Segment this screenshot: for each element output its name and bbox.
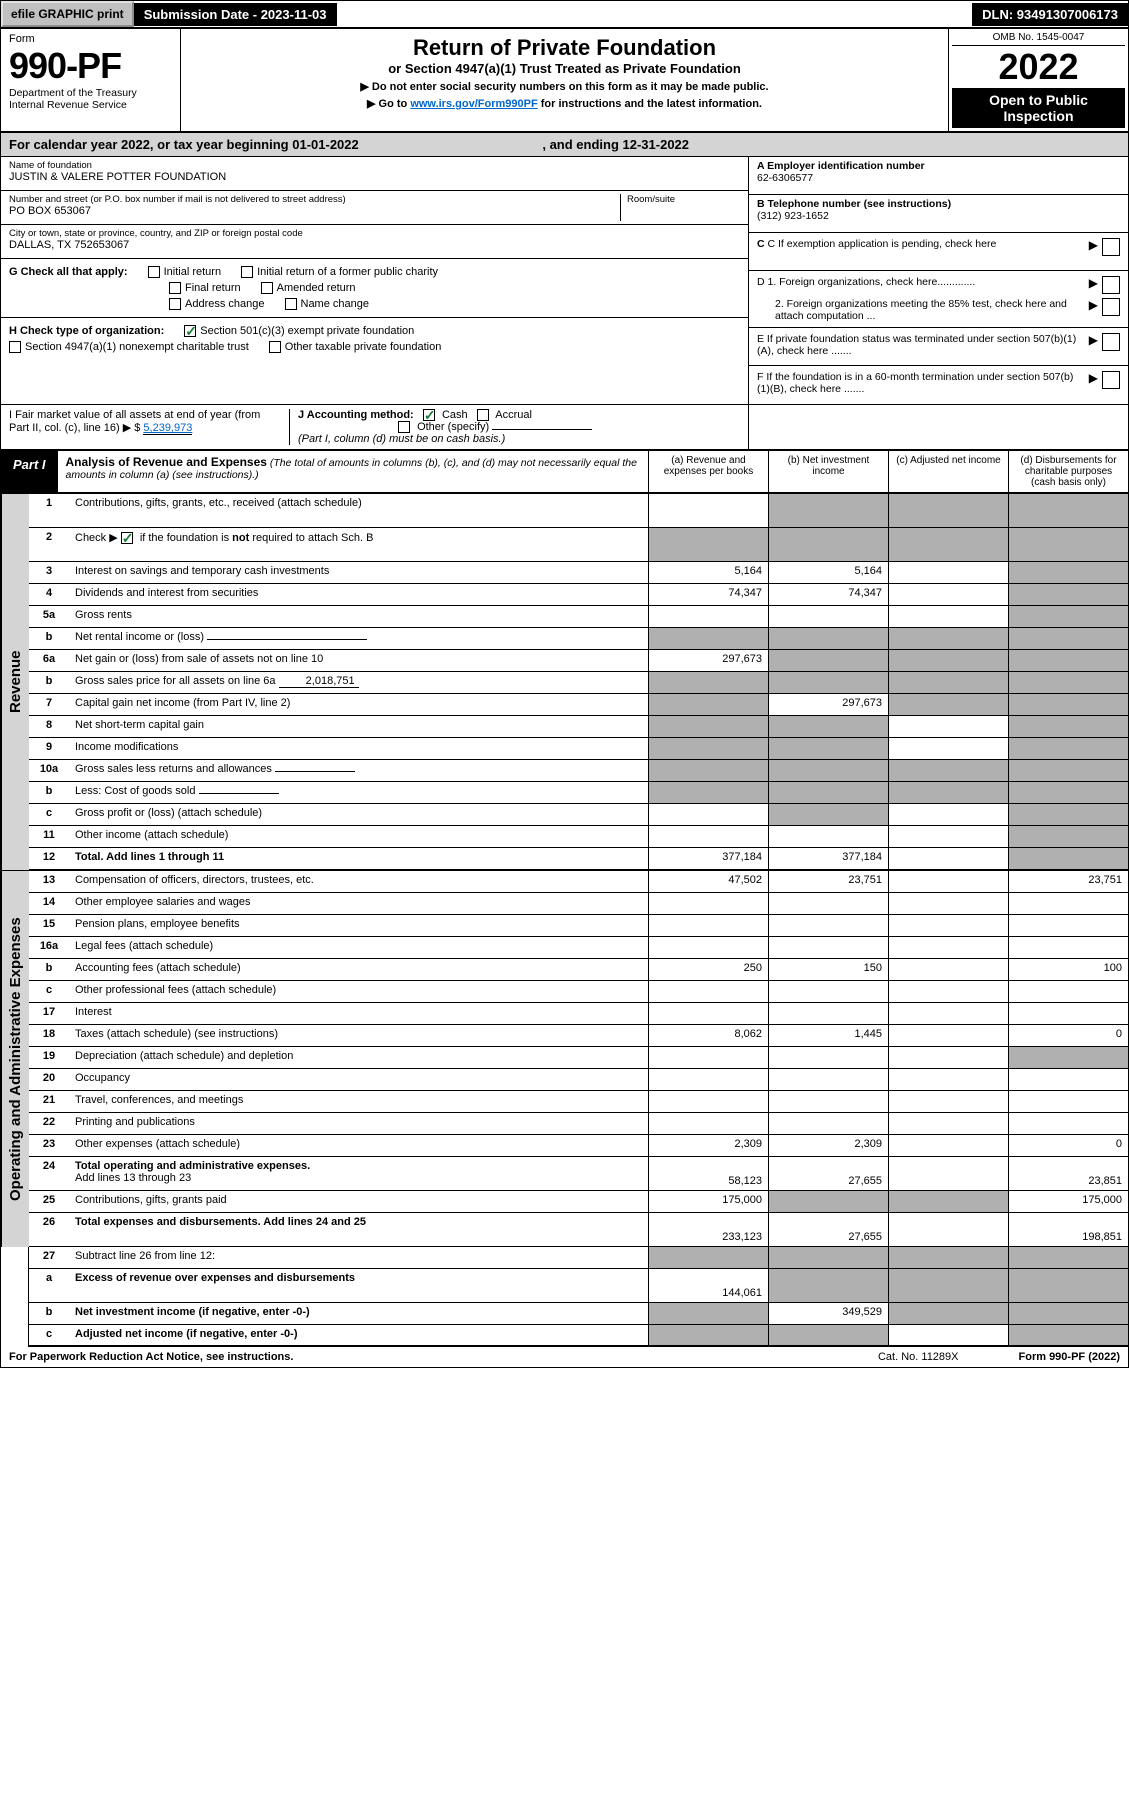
id-right: A Employer identification number 62-6306… [748, 157, 1128, 404]
ein-value: 62-6306577 [757, 172, 1120, 184]
form-ref: Form 990-PF (2022) [1019, 1351, 1121, 1363]
initial-return-checkbox[interactable] [148, 266, 160, 278]
omb-number: OMB No. 1545-0047 [952, 32, 1125, 46]
year-end: 12-31-2022 [623, 137, 690, 152]
calendar-year-row: For calendar year 2022, or tax year begi… [1, 133, 1128, 157]
foundation-name: JUSTIN & VALERE POTTER FOUNDATION [9, 171, 740, 183]
identification-section: Name of foundation JUSTIN & VALERE POTTE… [1, 157, 1128, 405]
fmv-value: 5,239,973 [143, 422, 192, 435]
address: PO BOX 653067 [9, 205, 620, 217]
col-b-header: (b) Net investment income [768, 451, 888, 492]
dept-treasury: Department of the Treasury [9, 87, 172, 99]
other-taxable-checkbox[interactable] [269, 341, 281, 353]
city-cell: City or town, state or province, country… [1, 225, 748, 259]
header-right: OMB No. 1545-0047 2022 Open to Public In… [948, 29, 1128, 131]
f-60month-cell: F If the foundation is in a 60-month ter… [749, 366, 1128, 404]
form-label: Form [9, 33, 172, 45]
efile-print-button[interactable]: efile GRAPHIC print [1, 1, 134, 27]
s4947-checkbox[interactable] [9, 341, 21, 353]
final-return-checkbox[interactable] [169, 282, 181, 294]
ein-cell: A Employer identification number 62-6306… [749, 157, 1128, 195]
g-check-section: G Check all that apply: Initial return I… [1, 259, 748, 318]
form-subtitle: or Section 4947(a)(1) Trust Treated as P… [191, 61, 938, 76]
address-cell: Number and street (or P.O. box number if… [1, 191, 748, 225]
revenue-side-label: Revenue [1, 494, 29, 870]
r12-b: 377,184 [768, 848, 888, 869]
name-change-checkbox[interactable] [285, 298, 297, 310]
tax-year: 2022 [952, 46, 1125, 88]
r3-a: 5,164 [648, 562, 768, 583]
h-check-section: H Check type of organization: Section 50… [1, 318, 748, 360]
expenses-table: Operating and Administrative Expenses 13… [1, 870, 1128, 1247]
r7-b: 297,673 [768, 694, 888, 715]
year-begin: 01-01-2022 [292, 137, 359, 152]
city-state-zip: DALLAS, TX 752653067 [9, 239, 740, 251]
r12-a: 377,184 [648, 848, 768, 869]
e-terminated-cell: E If private foundation status was termi… [749, 328, 1128, 366]
ssn-note: ▶ Do not enter social security numbers o… [191, 80, 938, 93]
cash-checkbox[interactable] [423, 409, 435, 421]
r6a-a: 297,673 [648, 650, 768, 671]
page-footer: For Paperwork Reduction Act Notice, see … [1, 1347, 1128, 1367]
line27-table: 27Subtract line 26 from line 12: aExcess… [1, 1247, 1128, 1347]
c-exemption-cell: C C If exemption application is pending,… [749, 233, 1128, 271]
form-header: Form 990-PF Department of the Treasury I… [1, 29, 1128, 133]
expenses-side-label: Operating and Administrative Expenses [1, 871, 29, 1247]
dln-number: DLN: 93491307006173 [972, 3, 1128, 26]
irs-label: Internal Revenue Service [9, 99, 172, 111]
part1-badge: Part I [1, 451, 58, 492]
r4-a: 74,347 [648, 584, 768, 605]
revenue-table: Revenue 1Contributions, gifts, grants, e… [1, 493, 1128, 870]
amended-return-checkbox[interactable] [261, 282, 273, 294]
irs-link[interactable]: www.irs.gov/Form990PF [410, 98, 537, 110]
d2-checkbox[interactable] [1102, 298, 1120, 316]
other-method-checkbox[interactable] [398, 421, 410, 433]
c-checkbox[interactable] [1102, 238, 1120, 256]
header-left: Form 990-PF Department of the Treasury I… [1, 29, 181, 131]
accrual-checkbox[interactable] [477, 409, 489, 421]
part1-header: Part I Analysis of Revenue and Expenses … [1, 450, 1128, 493]
r4-b: 74,347 [768, 584, 888, 605]
form-page: efile GRAPHIC print Submission Date - 20… [0, 0, 1129, 1368]
goto-note: ▶ Go to www.irs.gov/Form990PF for instru… [191, 97, 938, 110]
submission-date: Submission Date - 2023-11-03 [134, 3, 337, 26]
address-change-checkbox[interactable] [169, 298, 181, 310]
e-checkbox[interactable] [1102, 333, 1120, 351]
catalog-number: Cat. No. 11289X [878, 1351, 959, 1363]
open-public-badge: Open to Public Inspection [952, 88, 1125, 128]
foundation-name-cell: Name of foundation JUSTIN & VALERE POTTE… [1, 157, 748, 191]
top-bar: efile GRAPHIC print Submission Date - 20… [1, 1, 1128, 29]
d-foreign-cell: D 1. Foreign organizations, check here..… [749, 271, 1128, 328]
phone-cell: B Telephone number (see instructions) (3… [749, 195, 1128, 233]
header-center: Return of Private Foundation or Section … [181, 29, 948, 131]
pra-notice: For Paperwork Reduction Act Notice, see … [9, 1351, 293, 1363]
form-number: 990-PF [9, 45, 172, 87]
ij-section: I Fair market value of all assets at end… [1, 405, 1128, 450]
phone-value: (312) 923-1652 [757, 210, 1120, 222]
part1-desc: Analysis of Revenue and Expenses (The to… [58, 451, 648, 492]
f-checkbox[interactable] [1102, 371, 1120, 389]
schb-checkbox[interactable] [121, 532, 133, 544]
r6b-val: 2,018,751 [279, 675, 359, 688]
r3-b: 5,164 [768, 562, 888, 583]
id-left: Name of foundation JUSTIN & VALERE POTTE… [1, 157, 748, 404]
initial-former-checkbox[interactable] [241, 266, 253, 278]
col-c-header: (c) Adjusted net income [888, 451, 1008, 492]
form-title: Return of Private Foundation [191, 35, 938, 61]
col-d-header: (d) Disbursements for charitable purpose… [1008, 451, 1128, 492]
col-a-header: (a) Revenue and expenses per books [648, 451, 768, 492]
s501c3-checkbox[interactable] [184, 325, 196, 337]
d1-checkbox[interactable] [1102, 276, 1120, 294]
